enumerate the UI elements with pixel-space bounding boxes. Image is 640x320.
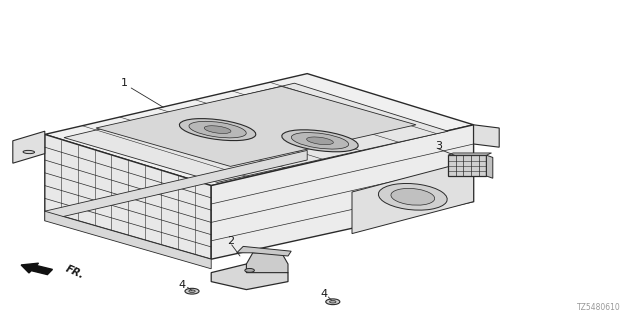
Polygon shape (448, 153, 492, 155)
Polygon shape (96, 86, 416, 166)
Text: 2: 2 (227, 236, 234, 246)
Ellipse shape (179, 119, 256, 140)
FancyArrow shape (21, 263, 52, 275)
Polygon shape (45, 134, 211, 259)
Polygon shape (45, 211, 211, 269)
Polygon shape (474, 125, 499, 147)
Ellipse shape (189, 121, 246, 138)
Ellipse shape (291, 132, 349, 149)
Polygon shape (211, 264, 288, 290)
Polygon shape (211, 125, 474, 259)
Ellipse shape (330, 300, 336, 303)
Polygon shape (448, 155, 486, 176)
Ellipse shape (307, 137, 333, 145)
Ellipse shape (378, 183, 447, 210)
Polygon shape (45, 150, 307, 221)
Ellipse shape (282, 130, 358, 152)
Text: TZ5480610: TZ5480610 (577, 303, 621, 312)
Polygon shape (352, 160, 474, 234)
Ellipse shape (244, 268, 255, 272)
Polygon shape (13, 131, 45, 163)
Text: 3: 3 (435, 140, 442, 151)
Polygon shape (486, 155, 493, 178)
Ellipse shape (185, 288, 199, 294)
Ellipse shape (23, 150, 35, 154)
Ellipse shape (189, 290, 195, 292)
Ellipse shape (391, 188, 435, 205)
Polygon shape (237, 246, 291, 256)
Polygon shape (45, 74, 474, 186)
Ellipse shape (204, 126, 231, 133)
Ellipse shape (326, 299, 340, 305)
Polygon shape (64, 83, 448, 182)
Text: 1: 1 (122, 78, 128, 88)
Text: 4: 4 (321, 289, 328, 300)
Polygon shape (246, 253, 288, 273)
Text: 4: 4 (179, 280, 186, 290)
Text: FR.: FR. (64, 264, 86, 281)
